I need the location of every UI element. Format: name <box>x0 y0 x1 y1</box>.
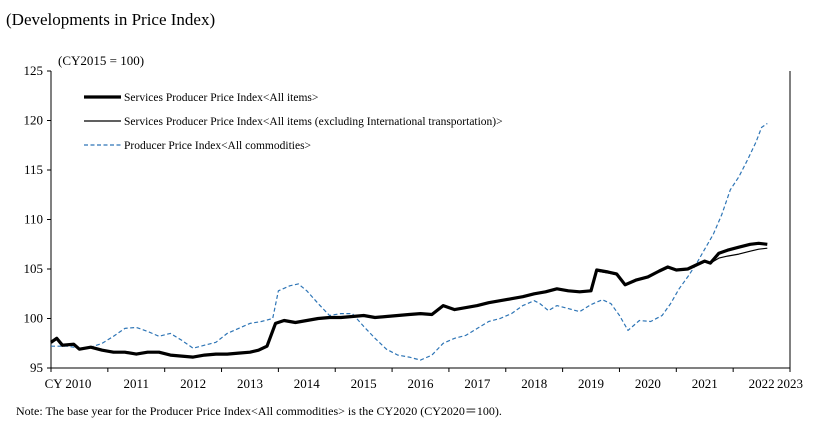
x-tick-label: CY 2010 <box>45 376 92 391</box>
unit-label: (CY2015 = 100) <box>58 53 144 68</box>
series-line-1 <box>50 247 768 358</box>
x-tick-label: 2023 <box>777 376 803 391</box>
series-line-0 <box>50 241 768 359</box>
x-tick-label: 2012 <box>180 376 206 391</box>
page-title: (Developments in Price Index) <box>6 10 216 29</box>
x-tick-label: 2019 <box>578 376 604 391</box>
x-tick-label: 2016 <box>408 376 435 391</box>
legend-label-2: Producer Price Index<All commodities> <box>124 140 311 152</box>
y-tick-label: 120 <box>24 113 44 128</box>
y-tick-label: 125 <box>24 63 44 78</box>
y-tick-label: 110 <box>24 212 43 227</box>
legend-label-1: Services Producer Price Index<All items … <box>124 116 503 128</box>
y-tick-label: 100 <box>24 311 44 326</box>
y-tick-label: 115 <box>24 162 43 177</box>
x-tick-label: 2018 <box>521 376 547 391</box>
x-tick-label: 2022 <box>749 376 775 391</box>
chart-legend: Services Producer Price Index<All items>… <box>84 92 503 152</box>
legend-label-0: Services Producer Price Index<All items> <box>124 92 318 104</box>
x-tick-label: 2017 <box>464 376 491 391</box>
y-tick-label: 95 <box>30 360 43 375</box>
x-tick-label: 2021 <box>692 376 718 391</box>
footnote: Note: The base year for the Producer Pri… <box>16 404 502 418</box>
chart-series-layer <box>50 123 768 361</box>
x-tick-label: 2013 <box>237 376 263 391</box>
y-tick-label: 105 <box>24 261 44 276</box>
x-tick-label: 2015 <box>351 376 377 391</box>
series-line-2 <box>51 123 768 361</box>
x-tick-label: 2014 <box>294 376 321 391</box>
x-tick-label: 2011 <box>124 376 150 391</box>
x-tick-label: 2020 <box>635 376 661 391</box>
